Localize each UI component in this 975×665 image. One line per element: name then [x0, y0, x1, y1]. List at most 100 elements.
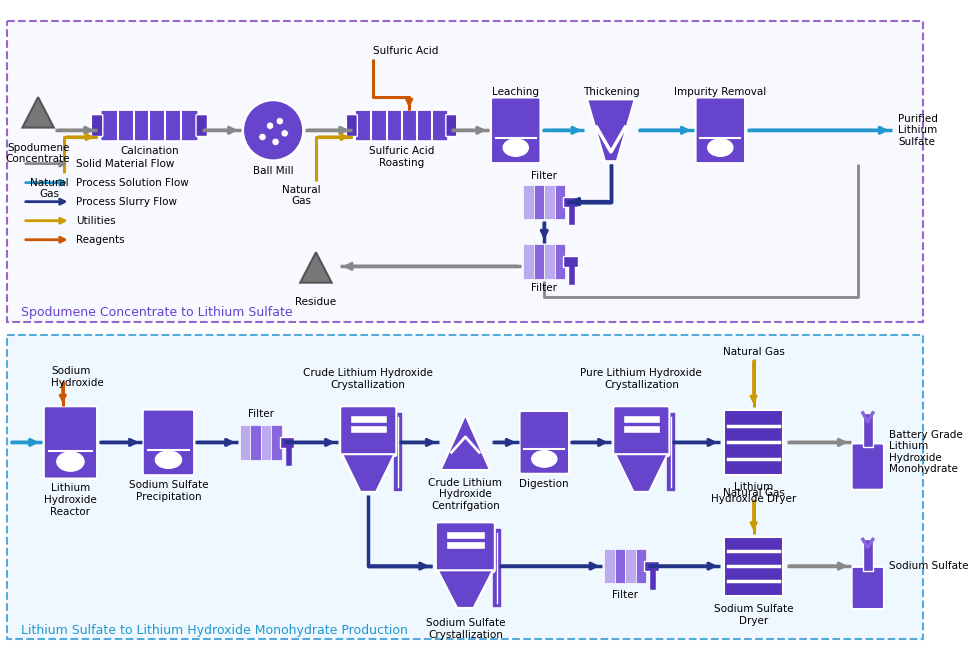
Bar: [625, 549, 636, 583]
Text: Battery Grade
Lithium
Hydroxide
Monohydrate: Battery Grade Lithium Hydroxide Monohydr…: [889, 430, 962, 474]
Bar: [863, 539, 873, 571]
Text: Pure Lithium Hydroxide
Crystallization: Pure Lithium Hydroxide Crystallization: [580, 368, 702, 390]
Bar: [524, 185, 534, 219]
Text: Crude Lithium
Hydroxide
Centrifgation: Crude Lithium Hydroxide Centrifgation: [428, 477, 502, 511]
FancyBboxPatch shape: [564, 257, 578, 267]
Bar: [544, 185, 555, 219]
Text: Crude Lithium Hydroxide
Crystallization: Crude Lithium Hydroxide Crystallization: [303, 368, 433, 390]
Text: Sodium Sulfate
Precipitation: Sodium Sulfate Precipitation: [129, 480, 209, 502]
FancyBboxPatch shape: [851, 567, 884, 609]
Text: Sodium Sulfate: Sodium Sulfate: [889, 561, 968, 571]
Text: Filter: Filter: [531, 171, 558, 181]
Text: Sulfuric Acid: Sulfuric Acid: [373, 46, 439, 56]
Text: Sodium Sulfate
Crystallization: Sodium Sulfate Crystallization: [425, 618, 505, 640]
Bar: [614, 549, 625, 583]
FancyBboxPatch shape: [44, 406, 98, 479]
Bar: [636, 549, 646, 583]
Polygon shape: [438, 571, 493, 608]
Bar: [446, 531, 485, 539]
Text: Spodumene Concentrate to Lithium Sulfate: Spodumene Concentrate to Lithium Sulfate: [21, 306, 292, 319]
Circle shape: [266, 122, 274, 130]
Bar: [260, 426, 271, 460]
Text: Natural
Gas: Natural Gas: [30, 178, 69, 200]
Text: Utilities: Utilities: [76, 215, 116, 225]
Text: Sodium Sulfate
Dryer: Sodium Sulfate Dryer: [714, 604, 794, 626]
FancyBboxPatch shape: [564, 197, 578, 207]
Text: Natural Gas: Natural Gas: [722, 487, 785, 497]
Text: Process Slurry Flow: Process Slurry Flow: [76, 197, 177, 207]
Bar: [251, 426, 260, 460]
Bar: [724, 410, 783, 475]
FancyBboxPatch shape: [142, 410, 194, 475]
Text: Filter: Filter: [531, 283, 558, 293]
FancyBboxPatch shape: [100, 110, 199, 141]
FancyBboxPatch shape: [851, 444, 884, 489]
FancyBboxPatch shape: [520, 411, 569, 473]
Circle shape: [276, 118, 284, 125]
Text: Thickening: Thickening: [583, 87, 640, 97]
Ellipse shape: [708, 139, 733, 156]
Bar: [623, 425, 660, 433]
Text: Sodium
Hydroxide: Sodium Hydroxide: [52, 366, 104, 388]
FancyBboxPatch shape: [196, 114, 208, 136]
Bar: [350, 425, 386, 433]
Text: Sulfuric Acid
Roasting: Sulfuric Acid Roasting: [369, 146, 434, 168]
FancyBboxPatch shape: [491, 98, 540, 163]
Text: Filter: Filter: [612, 590, 639, 600]
FancyBboxPatch shape: [7, 335, 923, 639]
Text: Natural
Gas: Natural Gas: [283, 185, 321, 206]
Circle shape: [272, 138, 279, 146]
FancyBboxPatch shape: [436, 522, 495, 572]
Polygon shape: [441, 415, 490, 470]
FancyBboxPatch shape: [92, 114, 102, 136]
Bar: [623, 415, 660, 423]
Bar: [350, 415, 386, 423]
Text: Impurity Removal: Impurity Removal: [674, 87, 766, 97]
Ellipse shape: [57, 452, 84, 471]
Text: Lithium Sulfate to Lithium Hydroxide Monohydrate Production: Lithium Sulfate to Lithium Hydroxide Mon…: [21, 624, 408, 636]
Text: Reagents: Reagents: [76, 235, 125, 245]
Polygon shape: [615, 454, 668, 492]
Bar: [863, 413, 873, 448]
Circle shape: [243, 100, 303, 161]
Text: Residue: Residue: [295, 297, 336, 307]
FancyBboxPatch shape: [280, 438, 294, 448]
FancyBboxPatch shape: [355, 110, 448, 141]
FancyBboxPatch shape: [446, 114, 456, 136]
Text: Filter: Filter: [248, 408, 274, 418]
Polygon shape: [587, 99, 635, 161]
Text: Spodumene
Concentrate: Spodumene Concentrate: [6, 143, 70, 164]
Text: Natural Gas: Natural Gas: [722, 346, 785, 356]
Text: Leaching: Leaching: [492, 87, 539, 97]
Bar: [724, 537, 783, 596]
Bar: [555, 245, 566, 279]
Bar: [604, 549, 614, 583]
Bar: [524, 245, 534, 279]
Circle shape: [281, 130, 289, 137]
Ellipse shape: [155, 451, 181, 468]
Bar: [544, 245, 555, 279]
Bar: [446, 541, 485, 549]
FancyBboxPatch shape: [613, 406, 670, 456]
Polygon shape: [300, 252, 332, 283]
FancyBboxPatch shape: [346, 114, 357, 136]
Text: Ball Mill: Ball Mill: [253, 166, 293, 176]
Polygon shape: [342, 454, 395, 492]
Text: Process Solution Flow: Process Solution Flow: [76, 178, 189, 188]
Polygon shape: [22, 97, 54, 128]
Ellipse shape: [531, 451, 557, 467]
Text: Lithium
Hydroxide Dryer: Lithium Hydroxide Dryer: [711, 482, 797, 504]
FancyBboxPatch shape: [644, 561, 659, 571]
Text: Lithium
Hydroxide
Reactor: Lithium Hydroxide Reactor: [44, 483, 97, 517]
Text: Purified
Lithium
Sulfate: Purified Lithium Sulfate: [898, 114, 938, 147]
Bar: [555, 185, 566, 219]
FancyBboxPatch shape: [7, 21, 923, 322]
Bar: [534, 245, 544, 279]
FancyBboxPatch shape: [340, 406, 397, 456]
FancyBboxPatch shape: [695, 98, 745, 163]
Bar: [240, 426, 251, 460]
Bar: [534, 185, 544, 219]
Bar: [271, 426, 282, 460]
Circle shape: [258, 134, 266, 141]
Text: Calcination: Calcination: [120, 146, 178, 156]
